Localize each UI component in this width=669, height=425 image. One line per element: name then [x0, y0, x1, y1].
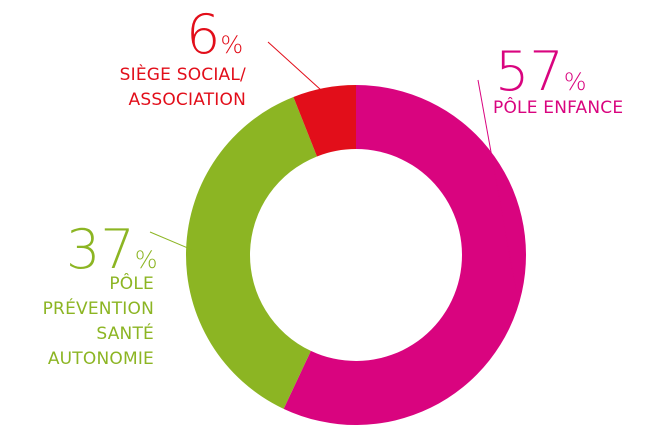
label-line-siege-social-2: ASSOCIATION [129, 90, 246, 110]
label-line-siege-social-1: SIÈGE SOCIAL/ [120, 63, 246, 85]
slice-pole-prevention [186, 96, 317, 409]
leader-pole-enfance [477, 79, 517, 291]
value-pole-prevention: 37 [66, 218, 135, 281]
leader-pole-prevention [149, 231, 193, 251]
svg-text:57%: 57% [495, 40, 587, 103]
percent-sign-pole-prevention: % [135, 246, 158, 274]
percent-sign-pole-enfance: % [564, 68, 587, 96]
leader-siege-social [267, 41, 326, 95]
value-pole-enfance: 57 [495, 40, 564, 103]
label-line-pole-enfance: PÔLE ENFANCE [493, 96, 623, 118]
svg-text:6%: 6% [186, 3, 243, 66]
slice-siege-social [293, 85, 356, 157]
svg-text:37%: 37% [66, 218, 158, 281]
label-line-pole-prevention-3: SANTÉ [96, 322, 154, 344]
leader-lines [149, 41, 517, 291]
label-pole-enfance: 57% PÔLE ENFANCE [493, 40, 623, 118]
label-line-pole-prevention-1: PÔLE [109, 272, 154, 294]
label-siege-social: 6% SIÈGE SOCIAL/ ASSOCIATION [120, 3, 246, 110]
label-line-pole-prevention-2: PRÉVENTION [43, 297, 154, 319]
label-pole-prevention: 37% PÔLE PRÉVENTION SANTÉ AUTONOMIE [43, 218, 158, 369]
donut-slices [186, 85, 526, 425]
slice-pole-enfance [283, 85, 526, 425]
label-line-pole-prevention-4: AUTONOMIE [48, 349, 154, 369]
value-siege-social: 6 [186, 3, 220, 66]
percent-sign-siege-social: % [220, 31, 243, 59]
